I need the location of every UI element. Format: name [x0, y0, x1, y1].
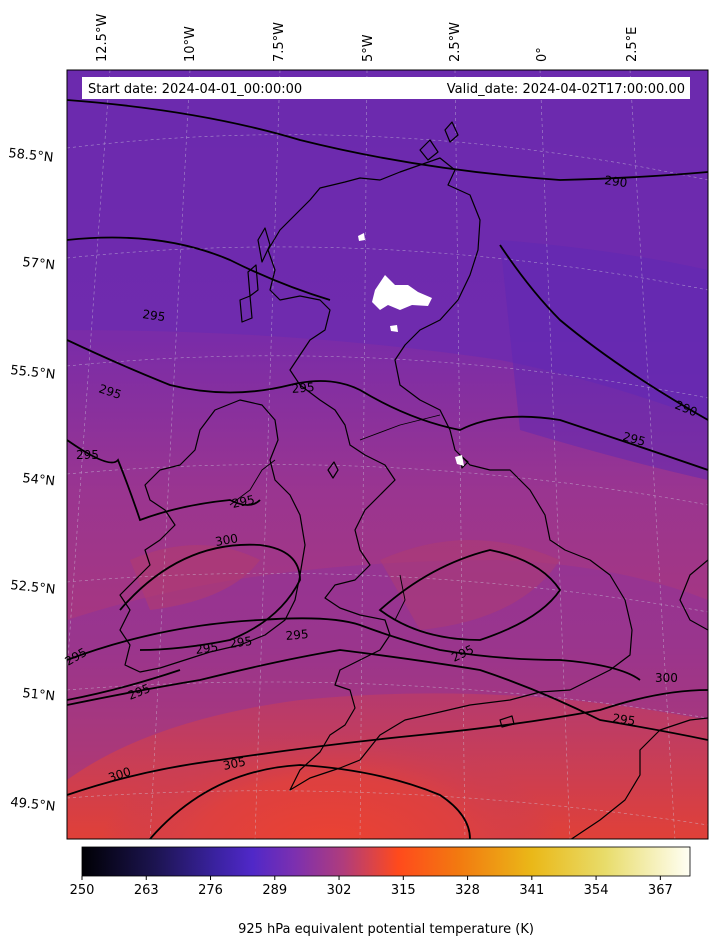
latitude-labels: 58.5°N 57°N 55.5°N 54°N 52.5°N 51°N 49.5… — [8, 146, 56, 815]
contour-label: 300 — [214, 531, 239, 549]
lat-label: 55.5°N — [10, 363, 56, 383]
contour-label: 295 — [231, 492, 256, 510]
lat-label: 52.5°N — [10, 578, 56, 598]
masked-terrain — [358, 233, 464, 466]
colorbar-tick-label: 263 — [134, 883, 159, 898]
lat-label: 51°N — [22, 686, 56, 704]
contour-label: 300 — [655, 671, 678, 685]
contour-290-north — [67, 99, 708, 181]
map-frame — [66, 69, 709, 840]
colorbar-tick-label: 250 — [70, 883, 95, 898]
contour-label: 290 — [604, 173, 629, 190]
ireland-border — [229, 459, 276, 506]
contour-label: 295 — [228, 634, 253, 651]
colorbar-label: 925 hPa equivalent potential temperature… — [238, 922, 534, 937]
lon-label: 5°W — [361, 34, 376, 62]
contour-label: 295 — [142, 307, 167, 324]
colorbar — [81, 846, 691, 877]
scotland-england-border — [359, 414, 441, 441]
colorbar-tick-label: 328 — [455, 883, 480, 898]
lat-label: 54°N — [22, 471, 56, 489]
date-header-box — [82, 77, 690, 99]
colorbar-tick-label: 367 — [648, 883, 673, 898]
contour-label: 295 — [97, 382, 123, 402]
lon-label: 10°W — [183, 26, 198, 62]
contour-label: 295 — [194, 640, 219, 657]
colorbar-tick-label: 276 — [198, 883, 223, 898]
colorbar-tick-label: 289 — [262, 883, 287, 898]
contour-labels: 290 290 295 295 295 295 295 295 295 295 … — [63, 173, 700, 785]
colorbar-tick-label: 315 — [391, 883, 416, 898]
colorbar-tick-label: 341 — [519, 883, 544, 898]
france-coast — [570, 717, 708, 839]
contour-305 — [149, 764, 471, 839]
longitude-labels: 12.5°W 10°W 7.5°W 5°W 2.5°W 0° 2.5°E — [95, 14, 640, 62]
lat-label: 57°N — [22, 255, 56, 273]
colorbar-tick-label: 302 — [327, 883, 352, 898]
contour-295-south — [67, 649, 708, 741]
coastlines — [119, 121, 708, 839]
colorbar-tick-label: 354 — [584, 883, 609, 898]
contour-290-east — [499, 244, 708, 421]
contour-300-south — [67, 689, 708, 796]
wales-border — [394, 574, 406, 621]
lon-label: 0° — [535, 47, 550, 62]
contour-label: 295 — [285, 627, 309, 643]
colorbar-ticks: 250 263 276 289 302 315 328 341 354 367 — [70, 876, 673, 898]
contour-label: 295 — [291, 380, 315, 396]
contour-label: 295 — [76, 448, 99, 462]
lat-label: 58.5°N — [8, 146, 54, 166]
lon-label: 7.5°W — [272, 22, 287, 62]
contour-label: 305 — [222, 754, 247, 772]
temperature-field — [67, 70, 708, 839]
contour-label: 295 — [621, 429, 647, 448]
ireland-coast — [119, 399, 306, 673]
contour-295-west — [67, 439, 261, 522]
theta-e-contours — [67, 99, 708, 839]
contour-label: 295 — [612, 711, 637, 728]
lon-label: 12.5°W — [95, 14, 110, 62]
contour-300-inland — [378, 549, 562, 641]
lat-label: 49.5°N — [10, 795, 56, 815]
contour-295-ireland — [119, 543, 301, 651]
contour-295-mid — [67, 339, 708, 471]
great-britain-coast — [267, 157, 633, 791]
contour-300-west — [67, 669, 181, 701]
start-date: Start date: 2024-04-01_00:00:00 — [88, 82, 302, 97]
lon-label: 2.5°W — [448, 22, 463, 62]
contour-295-channel — [67, 617, 641, 681]
valid-date: Valid_date: 2024-04-02T17:00:00.00 — [447, 82, 685, 97]
contour-label: 300 — [107, 764, 133, 784]
contour-295-northwest — [67, 236, 331, 301]
lon-label: 2.5°E — [625, 27, 640, 62]
